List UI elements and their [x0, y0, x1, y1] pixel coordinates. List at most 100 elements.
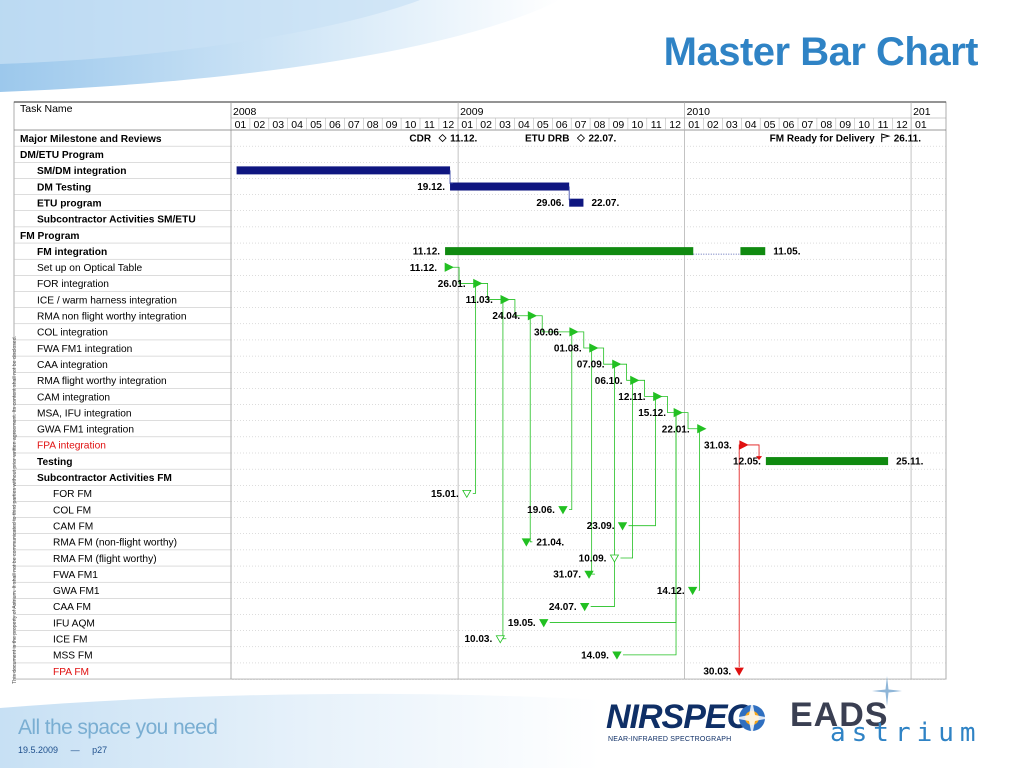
- month-tick-label: 01: [235, 119, 247, 131]
- milestone-marker-icon: [630, 375, 640, 385]
- month-tick-label: 01: [915, 119, 927, 131]
- arrowhead-icon: [756, 456, 763, 461]
- task-name: FOR integration: [37, 279, 109, 290]
- month-tick-label: 10: [858, 119, 870, 131]
- nirspec-emblem-icon: [734, 700, 770, 736]
- month-tick-label: 03: [499, 119, 511, 131]
- task-name: CAA FM: [53, 602, 91, 613]
- task-name: FPA integration: [37, 441, 106, 452]
- footer: 19.5.2009 — p27: [18, 745, 117, 755]
- task-name: Set up on Optical Table: [37, 263, 142, 274]
- review-name: FM Ready for Delivery: [770, 134, 875, 145]
- astrium-wordmark: astrium: [830, 718, 982, 748]
- milestone-label: 11.12.: [410, 263, 437, 274]
- dependency-link: [682, 412, 698, 430]
- task-name: CAA integration: [37, 360, 108, 371]
- task-name: IFU AQM: [53, 618, 95, 629]
- month-tick-label: 08: [367, 119, 379, 131]
- milestone-marker-icon: [612, 651, 622, 660]
- task-name: RMA flight worthy integration: [37, 376, 167, 387]
- year-label: 2008: [233, 106, 257, 118]
- header-wave-decoration: [0, 0, 560, 92]
- month-tick-label: 06: [556, 119, 568, 131]
- task-name: RMA FM (flight worthy): [53, 554, 157, 565]
- milestone-label: 01.08.: [554, 344, 582, 355]
- milestone-label: 23.09.: [587, 521, 615, 532]
- milestone-marker-icon: [617, 522, 628, 531]
- month-tick-label: 08: [821, 119, 833, 131]
- month-tick-label: 12: [669, 119, 681, 131]
- month-tick-label: 03: [272, 119, 284, 131]
- milestone-marker-icon: [569, 327, 579, 337]
- dependency-link: [508, 299, 529, 317]
- milestone-label: 24.07.: [549, 602, 577, 613]
- eads-astrium-logo: EADS astrium: [790, 676, 1010, 756]
- confidentiality-note: This document is the property of Astrium…: [12, 335, 18, 684]
- delivery-link: [622, 412, 677, 656]
- task-name: Subcontractor Activities FM: [37, 473, 172, 484]
- year-label: 2009: [460, 106, 484, 118]
- bar-end-label: 22.07.: [591, 198, 619, 209]
- task-name: FPA FM: [53, 667, 89, 678]
- dependency-link: [481, 283, 501, 300]
- milestone-marker-icon: [527, 311, 538, 321]
- milestone-marker-icon: [653, 391, 663, 402]
- milestone-label: 30.03.: [703, 667, 731, 678]
- milestone-marker-icon: [589, 343, 599, 353]
- nirspec-logo: NIRSPEC NEAR-INFRARED SPECTROGRAPH: [606, 696, 776, 750]
- milestone-label: 24.04.: [492, 311, 520, 322]
- milestone-marker-icon: [612, 359, 622, 369]
- bar-start-label: 11.12.: [413, 247, 440, 258]
- nirspec-wordmark: NIRSPEC: [606, 698, 751, 736]
- month-tick-label: 11: [651, 119, 662, 131]
- task-name: COL FM: [53, 505, 91, 516]
- etu-link: [568, 186, 572, 201]
- month-tick-label: 07: [802, 119, 814, 131]
- month-tick-label: 05: [764, 119, 776, 131]
- dependency-link: [661, 396, 675, 414]
- footer-date: 19.5.2009: [18, 745, 59, 755]
- milestone-label: 15.01.: [431, 489, 459, 500]
- milestone-label: 14.12.: [657, 586, 685, 597]
- month-tick-label: 10: [632, 119, 644, 131]
- milestone-label: 06.10.: [595, 376, 623, 387]
- month-tick-label: 07: [575, 119, 587, 131]
- month-tick-label: 03: [726, 119, 738, 131]
- delivery-link: [472, 283, 477, 494]
- milestone-marker-icon: [521, 538, 532, 547]
- task-name: FOR FM: [53, 489, 92, 500]
- task-name: MSA, IFU integration: [37, 408, 132, 419]
- month-tick-label: 12: [443, 119, 455, 131]
- task-name: ETU program: [37, 198, 102, 209]
- milestone-label: 19.06.: [527, 505, 555, 516]
- dependency-link: [638, 379, 654, 397]
- delivery-link: [698, 428, 701, 591]
- task-name: FWA FM1: [53, 570, 98, 581]
- task-name: RMA FM (non-flight worthy): [53, 538, 177, 549]
- task-name: GWA FM1: [53, 586, 100, 597]
- month-tick-label: 06: [329, 119, 341, 131]
- eads-wordmark: EADS: [790, 696, 889, 734]
- milestone-marker-icon: [444, 262, 454, 272]
- milestone-marker-icon: [579, 603, 590, 612]
- task-name: DM Testing: [37, 182, 91, 193]
- task-name: FM Program: [20, 231, 79, 242]
- month-tick-label: 02: [480, 119, 492, 131]
- star-icon: [872, 676, 902, 706]
- footer-wave-decoration: [0, 693, 600, 768]
- month-tick-label: 10: [405, 119, 417, 131]
- page-title: Master Bar Chart: [663, 30, 979, 74]
- task-name: MSS FM: [53, 651, 93, 662]
- dependency-link: [453, 266, 474, 284]
- delivery-link: [568, 331, 573, 510]
- year-label: 201: [913, 106, 931, 118]
- task-name: CAM integration: [37, 392, 110, 403]
- month-tick-label: 09: [386, 119, 398, 131]
- milestone-label: 30.06.: [534, 327, 562, 338]
- task-name: FM integration: [37, 247, 107, 258]
- delivery-link: [628, 396, 656, 527]
- month-tick-label: 09: [839, 119, 851, 131]
- milestone-label: 15.12.: [638, 408, 666, 419]
- review-date: 26.11.: [894, 134, 921, 145]
- milestone-marker-icon: [739, 440, 749, 450]
